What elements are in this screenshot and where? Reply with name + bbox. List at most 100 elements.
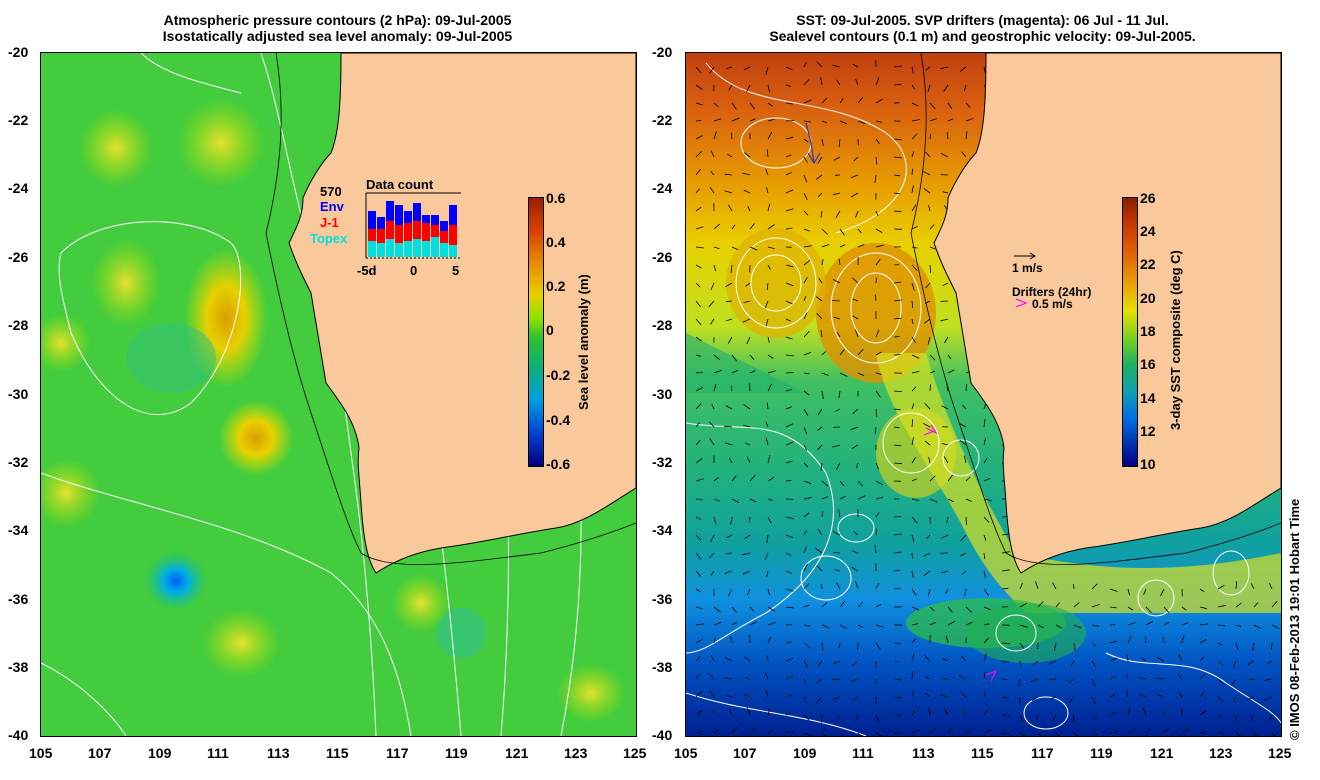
velocity-arrow [1163, 606, 1170, 614]
velocity-arrow [875, 329, 880, 338]
velocity-arrow [839, 228, 845, 236]
velocity-arrow [940, 694, 949, 698]
velocity-arrow [743, 300, 751, 303]
velocity-arrow [695, 120, 702, 122]
velocity-arrow [820, 462, 823, 471]
velocity-arrow [947, 369, 955, 374]
velocity-arrow [767, 516, 772, 524]
velocity-arrow [695, 498, 703, 501]
velocity-arrow [893, 569, 900, 572]
velocity-arrow [1217, 624, 1226, 627]
velocity-arrow [709, 66, 715, 74]
velocity-arrow [765, 689, 769, 698]
velocity-arrow [875, 372, 882, 375]
velocity-arrow [911, 185, 914, 194]
velocity-arrow [1178, 691, 1183, 698]
velocity-arrow [713, 370, 722, 374]
velocity-arrow [941, 443, 949, 446]
sst-colorbar [1122, 197, 1138, 467]
velocity-arrow [821, 480, 829, 487]
velocity-arrow [731, 498, 740, 503]
velocity-arrow [852, 315, 859, 320]
velocity-arrow [767, 102, 773, 107]
velocity-arrow [924, 402, 931, 410]
left-cbar-tick-neg0.2: -0.2 [546, 367, 571, 383]
velocity-arrow [836, 331, 841, 338]
velocity-arrow [821, 602, 828, 608]
right-ytick: -32 [652, 454, 673, 470]
velocity-arrow [983, 653, 987, 662]
velocity-arrow [1177, 674, 1183, 680]
velocity-arrow [821, 138, 824, 147]
velocity-arrow [708, 300, 715, 308]
velocity-arrow [1127, 728, 1135, 734]
velocity-arrow [731, 475, 737, 482]
velocity-arrow [924, 440, 931, 446]
sea-level-colorbar [528, 197, 544, 467]
velocity-arrow [1231, 678, 1237, 686]
velocity-arrow [1161, 710, 1165, 716]
velocity-arrow [893, 210, 902, 213]
velocity-arrow [713, 102, 719, 108]
velocity-arrow [875, 120, 882, 123]
velocity-arrow [855, 714, 859, 722]
inset-xtick-neg5: -5d [357, 263, 377, 278]
velocity-arrow [709, 552, 715, 559]
velocity-arrow [857, 372, 865, 376]
velocity-arrow [785, 588, 794, 592]
left-colorbar-label: Sea level anomaly (m) [576, 274, 591, 410]
velocity-arrow [1109, 694, 1116, 698]
velocity-arrow [929, 498, 938, 503]
velocity-arrow [893, 714, 902, 716]
velocity-arrow [961, 655, 967, 662]
velocity-arrow [964, 588, 967, 597]
velocity-arrow [1264, 678, 1273, 681]
velocity-arrow [911, 119, 920, 122]
velocity-arrow [803, 462, 809, 468]
velocity-arrow [1091, 583, 1098, 590]
velocity-arrow [929, 727, 937, 734]
velocity-arrow [893, 83, 902, 86]
velocity-arrow [893, 444, 902, 447]
velocity-arrow [1138, 677, 1147, 680]
velocity-arrow [923, 188, 931, 194]
right-xtick: 111 [852, 745, 874, 761]
right-cbar-tick-10: 10 [1140, 456, 1156, 472]
velocity-arrow [695, 730, 703, 734]
velocity-arrow [1233, 696, 1237, 703]
velocity-arrow [1253, 602, 1259, 608]
velocity-arrow [857, 228, 862, 234]
velocity-arrow [1073, 642, 1076, 651]
left-ytick: -40 [8, 727, 29, 743]
velocity-arrow [1181, 606, 1187, 611]
right-xtick: 119 [1090, 745, 1113, 761]
velocity-arrow [731, 606, 737, 613]
velocity-arrow [857, 624, 863, 628]
velocity-arrow [1054, 642, 1057, 651]
velocity-arrow [911, 478, 918, 482]
velocity-arrow [766, 187, 769, 194]
velocity-arrow [1068, 696, 1075, 704]
velocity-arrow [766, 402, 769, 410]
velocity-arrow [767, 707, 771, 716]
velocity-arrow [940, 318, 949, 322]
velocity-arrow [965, 516, 967, 525]
velocity-arrow [803, 624, 811, 627]
velocity-arrow [803, 546, 807, 554]
velocity-arrow [713, 729, 720, 734]
velocity-arrow [941, 570, 949, 574]
velocity-arrow [785, 675, 794, 680]
velocity-arrow [749, 370, 756, 374]
velocity-arrow [710, 534, 715, 543]
velocity-arrow [785, 641, 792, 644]
imos-credit: © IMOS 08-Feb-2013 19:01 Hobart Time [1287, 498, 1302, 740]
velocity-arrow [947, 606, 953, 613]
velocity-arrow [1145, 729, 1150, 734]
velocity-arrow [893, 516, 901, 518]
velocity-arrow [924, 675, 931, 680]
velocity-arrow [963, 84, 967, 92]
velocity-arrow [695, 246, 704, 249]
right-cbar-tick-26: 26 [1140, 190, 1156, 206]
velocity-arrow [803, 120, 812, 123]
velocity-arrow [1181, 727, 1189, 734]
